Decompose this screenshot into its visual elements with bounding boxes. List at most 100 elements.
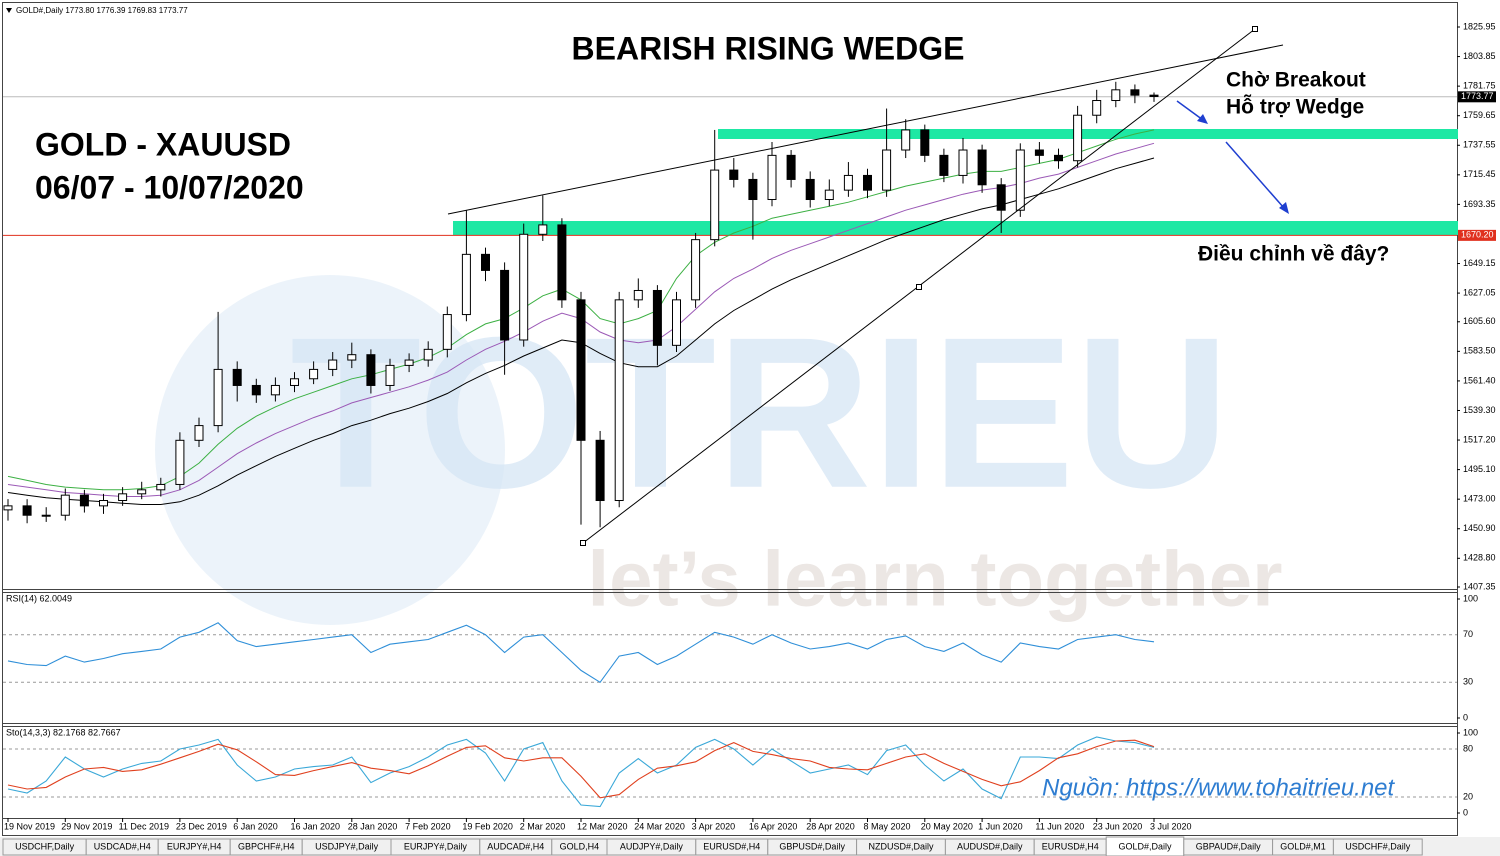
x-tick-label: 16 Apr 2020	[749, 821, 798, 831]
candle-body	[996, 184, 1006, 211]
tab-label[interactable]: EURJPY#,H4	[167, 841, 222, 851]
candle-body	[366, 354, 376, 386]
candle-body	[748, 178, 758, 201]
chart-title: BEARISH RISING WEDGE	[572, 30, 965, 66]
x-tick-label: 2 Mar 2020	[520, 821, 566, 831]
x-tick-label: 24 Mar 2020	[634, 821, 685, 831]
x-tick-label: 23 Jun 2020	[1093, 821, 1143, 831]
candle-body	[958, 149, 968, 176]
y-tick-label: 1605.60	[1463, 316, 1496, 326]
candle-body	[519, 233, 529, 341]
tab-label[interactable]: AUDJPY#,Daily	[620, 841, 684, 851]
indicator-line	[7, 736, 1155, 808]
candle-body	[595, 439, 605, 502]
tab-label[interactable]: GOLD#,M1	[1280, 841, 1326, 851]
candle-body	[710, 169, 720, 241]
chart-header: GOLD#,Daily 1773.80 1776.39 1769.83 1773…	[16, 6, 188, 15]
y-tick-label: 1561.40	[1463, 375, 1496, 385]
candle-body	[60, 494, 70, 516]
candle-body	[824, 189, 834, 201]
candle-body	[1130, 89, 1140, 96]
plot-border	[2, 2, 1458, 836]
candle-body	[79, 494, 89, 507]
tab-label[interactable]: AUDUSD#,Daily	[957, 841, 1023, 851]
tab-label[interactable]: GBPAUD#,Daily	[1196, 841, 1261, 851]
candle-body	[786, 154, 796, 180]
watermark-slogan: let’s learn together	[588, 535, 1283, 623]
current-price-tag	[1458, 91, 1496, 103]
tab-label[interactable]: NZDUSD#,Daily	[868, 841, 934, 851]
x-tick-label: 1 Jun 2020	[978, 821, 1023, 831]
candle-body	[41, 514, 51, 517]
tab-label[interactable]: GBPUSD#,Daily	[779, 841, 845, 851]
candle-body	[156, 483, 166, 491]
x-tick-label: 3 Apr 2020	[692, 821, 736, 831]
tab-label[interactable]: EURJPY#,Daily	[404, 841, 468, 851]
frame	[2, 2, 1458, 836]
tab-bar: USDCHF,Daily USDCAD#,H4 EURJPY#,H4 GBPCHF#,…	[0, 836, 1500, 856]
candle-body	[347, 354, 357, 361]
tab-label[interactable]: USDCAD#,H4	[94, 841, 151, 851]
candle-body	[1073, 114, 1083, 162]
tab[interactable]	[1332, 838, 1423, 856]
candle-body	[328, 359, 338, 370]
candle-body	[576, 299, 586, 441]
source: Nguồn: https://www.tohaitrieu.net	[1042, 774, 1396, 801]
candle-body	[691, 239, 701, 301]
price-line-tag	[1458, 229, 1496, 241]
candle-body	[614, 299, 624, 502]
candle-body	[309, 368, 319, 380]
indicator-label: RSI(14) 62.0049	[6, 593, 72, 603]
tab-label[interactable]: GBPCHF#,H4	[238, 841, 295, 851]
candle-body	[461, 253, 471, 316]
annotation: Hỗ trợ Wedge	[1226, 95, 1364, 119]
arrowhead	[1197, 114, 1208, 124]
x-tick-label: 19 Feb 2020	[462, 821, 513, 831]
y-tick-label: 1407.35	[1463, 581, 1496, 591]
watermark-globe	[155, 275, 505, 625]
y-tick-label: 0	[1463, 712, 1468, 722]
y-tick-label: 1495.10	[1463, 464, 1496, 474]
zones	[453, 129, 1458, 235]
x-tick-label: 29 Nov 2019	[61, 821, 112, 831]
tab-label[interactable]: USDJPY#,Daily	[315, 841, 379, 851]
tab-label[interactable]: USDCHF,Daily	[15, 841, 75, 851]
y-tick-label: 70	[1463, 629, 1473, 639]
indicator-line	[7, 739, 1155, 799]
candle-body	[805, 178, 815, 201]
x-tick-label: 19 Nov 2019	[4, 821, 55, 831]
price-line-label: 1670.20	[1461, 230, 1494, 240]
candle-body	[538, 224, 548, 235]
candle-body	[767, 154, 777, 201]
arrowhead	[1279, 202, 1289, 214]
candle-body	[481, 253, 490, 271]
support-zone	[453, 221, 1458, 235]
candle-body	[557, 224, 567, 301]
tab-label[interactable]: USDCHF#,Daily	[1345, 841, 1411, 851]
candle-body	[652, 289, 662, 346]
chart-subtitle: 06/07 - 10/07/2020	[35, 169, 304, 205]
y-tick-label: 100	[1463, 593, 1478, 603]
candle-body	[137, 489, 147, 495]
tab-label[interactable]: EURUSD#,H4	[703, 841, 760, 851]
arrows	[1176, 100, 1289, 214]
candle-body	[672, 299, 681, 346]
tab-label[interactable]: GOLD#,Daily	[1118, 841, 1172, 851]
y-tick-label: 1583.50	[1463, 346, 1496, 356]
x-tick-label: 12 Mar 2020	[577, 821, 628, 831]
y-tick-label: 1428.80	[1463, 553, 1496, 563]
tab-label[interactable]: EURUSD#,H4	[1042, 841, 1099, 851]
annotation: Chờ Breakout	[1226, 69, 1366, 92]
candle-body	[1034, 149, 1044, 156]
x-tick-label: 28 Jan 2020	[348, 821, 398, 831]
line-handle	[580, 540, 586, 546]
tab-label[interactable]: AUDCAD#,H4	[487, 841, 544, 851]
y-tick-label: 1781.75	[1463, 81, 1496, 91]
x-tick-label: 8 May 2020	[864, 821, 911, 831]
tab-label[interactable]: GOLD,H4	[560, 841, 600, 851]
line-handle	[1252, 26, 1258, 32]
candle-body	[194, 425, 204, 441]
y-tick-label: 0	[1463, 807, 1468, 817]
candle-body	[901, 129, 911, 151]
candle-body	[729, 169, 739, 180]
